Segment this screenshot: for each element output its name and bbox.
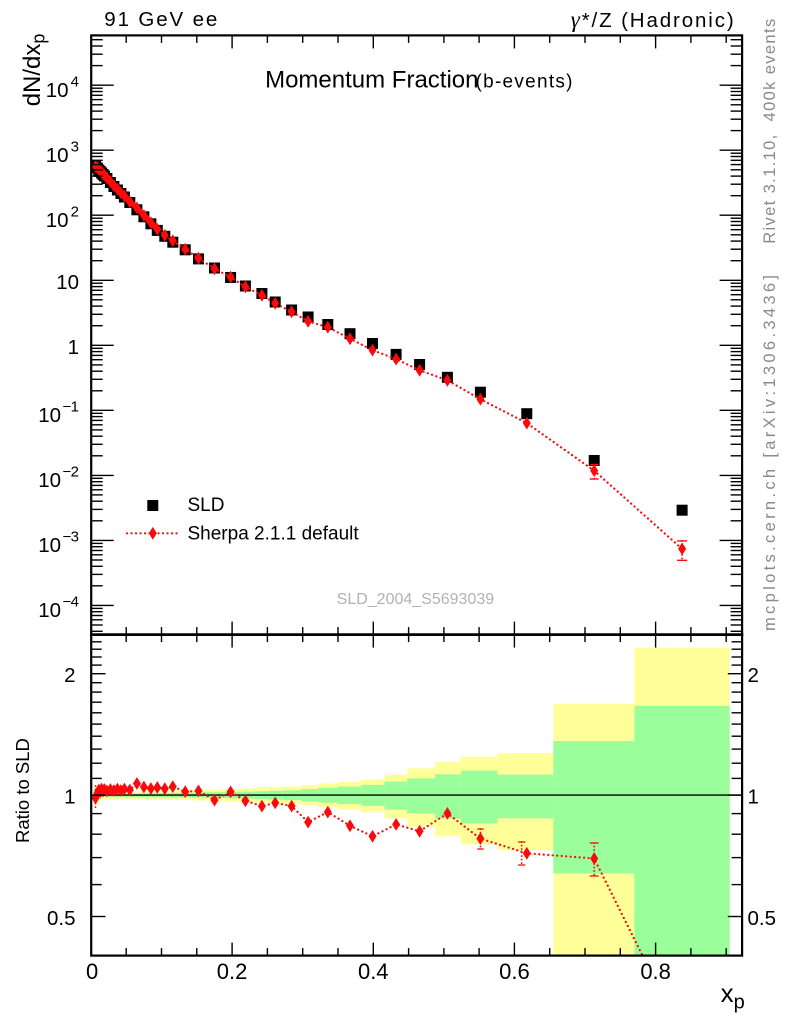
svg-text:γ*/Z (Hadronic): γ*/Z (Hadronic) (571, 7, 734, 32)
svg-text:2: 2 (748, 664, 759, 687)
svg-text:4: 4 (71, 73, 79, 90)
svg-text:1: 1 (748, 786, 759, 809)
svg-text:2: 2 (64, 664, 75, 687)
svg-text:−4: −4 (63, 594, 80, 611)
svg-text:SLD_2004_S5693039: SLD_2004_S5693039 (337, 591, 495, 608)
svg-text:10: 10 (56, 271, 79, 294)
svg-text:10: 10 (46, 144, 69, 167)
svg-text:SLD: SLD (188, 495, 225, 516)
svg-text:1: 1 (68, 336, 79, 359)
svg-text:0.2: 0.2 (217, 959, 248, 984)
svg-text:10: 10 (46, 79, 69, 102)
svg-text:0.4: 0.4 (358, 959, 389, 984)
svg-text:Rivet 3.1.10, 400k events: Rivet 3.1.10, 400k events (761, 19, 779, 244)
svg-text:0.5: 0.5 (47, 907, 76, 930)
svg-text:10: 10 (38, 404, 61, 427)
svg-text:Ratio to SLD: Ratio to SLD (12, 738, 33, 843)
svg-text:0.6: 0.6 (499, 959, 530, 984)
svg-text:−1: −1 (63, 399, 80, 416)
svg-text:10: 10 (38, 599, 61, 622)
svg-text:10: 10 (46, 209, 69, 232)
svg-text:2: 2 (71, 204, 79, 221)
svg-text:1: 1 (64, 786, 75, 809)
svg-text:10: 10 (38, 534, 61, 557)
svg-text:Momentum Fraction: Momentum Fraction (265, 67, 478, 94)
svg-text:−2: −2 (63, 464, 80, 481)
svg-text:−3: −3 (63, 529, 80, 546)
svg-text:0: 0 (86, 959, 98, 984)
svg-text:Sherpa 2.1.1 default: Sherpa 2.1.1 default (188, 523, 360, 544)
svg-text:0.8: 0.8 (640, 959, 671, 984)
svg-text:10: 10 (38, 469, 61, 492)
svg-text:91 GeV ee: 91 GeV ee (104, 8, 217, 31)
svg-text:dN/dxp: dN/dxp (19, 34, 49, 107)
svg-text:0.5: 0.5 (748, 907, 777, 930)
svg-text:3: 3 (71, 139, 79, 156)
